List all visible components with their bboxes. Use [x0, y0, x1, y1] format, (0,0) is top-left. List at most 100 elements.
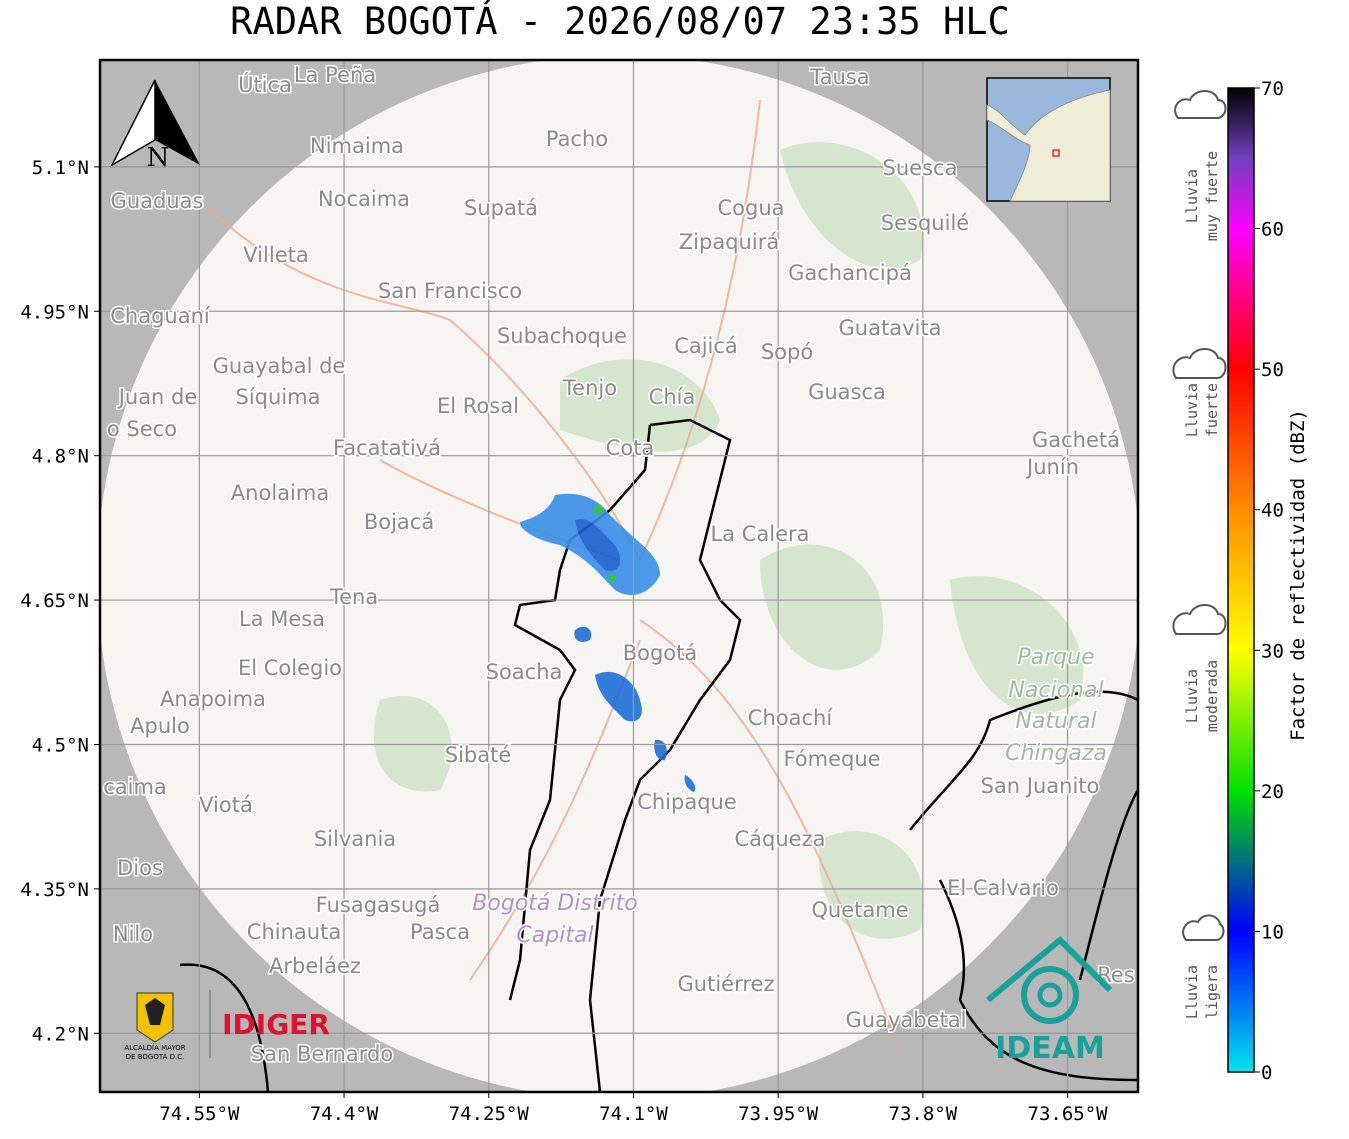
district-label: Bogotá Distrito Capital — [471, 890, 639, 950]
park-line: Natural — [1015, 709, 1096, 734]
place-name: Cogua — [717, 196, 784, 220]
idiger-logo: IDIGER — [222, 1008, 330, 1041]
place-name: Guayabetal — [846, 1008, 967, 1032]
map: Útica La Peña Tausa Pacho Nimaima Guaduas Noca… — [100, 60, 1138, 1092]
place-name: Choachí — [748, 706, 834, 730]
map-frame — [98, 58, 1140, 1094]
place-name: Guaduas — [111, 189, 204, 213]
colorbar-tick-label: 10 — [1261, 921, 1284, 943]
title: RADAR BOGOTÁ - 2026/08/07 23:35 HLC — [230, 0, 1010, 43]
place-name: Chaguaní — [110, 304, 211, 328]
place-name: caima — [103, 775, 167, 799]
place-name: Arbeláez — [269, 954, 361, 978]
place-name: El Rosal — [437, 394, 519, 418]
place-name: Nimaima — [310, 134, 404, 158]
place-name: El Colegio — [238, 656, 342, 680]
graticule — [100, 60, 1138, 1092]
colorbar-tick-label: 60 — [1261, 219, 1284, 241]
legend-text: fuerte — [1203, 383, 1221, 437]
colorbar-tick-label: 50 — [1261, 359, 1284, 381]
terrain — [373, 142, 1084, 939]
y-tick-label: 5.1°N — [32, 157, 89, 179]
place-name: Soacha — [486, 660, 563, 684]
place-name: Chipaque — [637, 790, 737, 814]
place-name: Silvania — [314, 827, 396, 851]
place-name: La Mesa — [239, 607, 325, 631]
place-name: Viotá — [199, 793, 253, 817]
colorbar-label: Factor de reflectividad (dBZ) — [1287, 409, 1309, 741]
district-line: Bogotá Distrito — [472, 891, 637, 916]
place-name: Juan de — [117, 385, 198, 409]
x-tick-label: 74.4°W — [310, 1103, 379, 1125]
weather-icons — [1172, 90, 1227, 941]
place-name: San Bernardo — [251, 1042, 393, 1066]
place-name: Síquima — [236, 385, 321, 409]
legend-text: Lluvia — [1183, 669, 1201, 723]
place-name: Fusagasugá — [316, 893, 441, 917]
x-tick-label: 74.25°W — [449, 1103, 530, 1125]
place-name: o Seco — [107, 417, 177, 441]
place-name: Apulo — [130, 714, 190, 738]
place-name: Bogotá — [623, 641, 698, 665]
y-tick-label: 4.8°N — [32, 446, 89, 468]
place-name: Chinauta — [247, 920, 341, 944]
place-name: Cáqueza — [735, 827, 826, 851]
park-line: Nacional — [1008, 678, 1103, 703]
place-name: Tena — [329, 585, 378, 609]
park-line: Chingaza — [1005, 741, 1107, 766]
place-names: Útica La Peña Tausa Pacho Nimaima Guaduas Noca… — [102, 62, 1137, 1068]
place-name: Anolaima — [231, 481, 329, 505]
colorbar-axis: 0 10 20 30 40 50 60 70 — [1254, 78, 1284, 1084]
y-tick-label: 4.95°N — [20, 301, 89, 323]
x-tick-label: 73.65°W — [1028, 1103, 1109, 1125]
x-tick-label: 73.8°W — [889, 1103, 958, 1125]
place-name: Sibaté — [445, 743, 512, 767]
alcaldia-logo: ALCALDÍA MAYOR DE BOGOTÁ D.C. IDIGER — [124, 990, 330, 1061]
place-name: Fómeque — [783, 747, 880, 771]
place-name: Tausa — [809, 65, 869, 89]
logo-text: ALCALDÍA MAYOR — [124, 1043, 185, 1052]
place-name: Subachoque — [497, 324, 627, 348]
place-name: Pasca — [410, 920, 470, 944]
inset-map — [986, 77, 1111, 202]
place-name: Quetame — [811, 898, 908, 922]
place-name: Útica — [238, 72, 292, 97]
place-name: Gachancipá — [788, 261, 912, 285]
place-name: San Juanito — [981, 774, 1100, 798]
place-name: Guasca — [808, 380, 886, 404]
ideam-text: IDEAM — [995, 1031, 1105, 1066]
north-label: N — [147, 143, 170, 173]
district-line: Capital — [516, 923, 593, 948]
colorbar-tick-label: 30 — [1261, 640, 1284, 662]
place-name: Tenjo — [562, 376, 617, 400]
place-name: Sesquilé — [881, 211, 969, 235]
x-tick-label: 73.95°W — [738, 1103, 819, 1125]
colorbar-tick-label: 70 — [1261, 78, 1284, 100]
place-name: Cota — [606, 436, 655, 460]
place-name: Gutiérrez — [678, 972, 775, 996]
north-arrow: N — [110, 79, 200, 173]
y-tick-label: 4.65°N — [20, 590, 89, 612]
legend-text: Lluvia — [1183, 383, 1201, 437]
place-name: Cajicá — [674, 334, 738, 358]
place-name: Nocaima — [318, 187, 410, 211]
place-name: Supatá — [464, 196, 538, 220]
legend-text: muy fuerte — [1203, 151, 1221, 241]
place-name: Sopó — [761, 340, 813, 364]
place-name: San Francisco — [378, 279, 522, 303]
y-tick-label: 4.2°N — [32, 1023, 89, 1045]
colorbar — [1227, 87, 1255, 1073]
place-name: El Calvario — [947, 876, 1059, 900]
legend-text: Lluvia — [1183, 169, 1201, 223]
place-name: Zipaquirá — [679, 230, 779, 254]
legend-text: Lluvia — [1183, 965, 1201, 1019]
place-name: Nilo — [113, 922, 153, 946]
place-name: Bojacá — [364, 510, 434, 534]
place-name: Anapoima — [160, 687, 266, 711]
colorbar-tick-label: 0 — [1261, 1062, 1272, 1084]
x-tick-label: 74.1°W — [599, 1103, 668, 1125]
park-line: Parque — [1017, 645, 1094, 670]
x-tick-label: 74.55°W — [159, 1103, 240, 1125]
place-name: Gachetá — [1032, 428, 1120, 452]
